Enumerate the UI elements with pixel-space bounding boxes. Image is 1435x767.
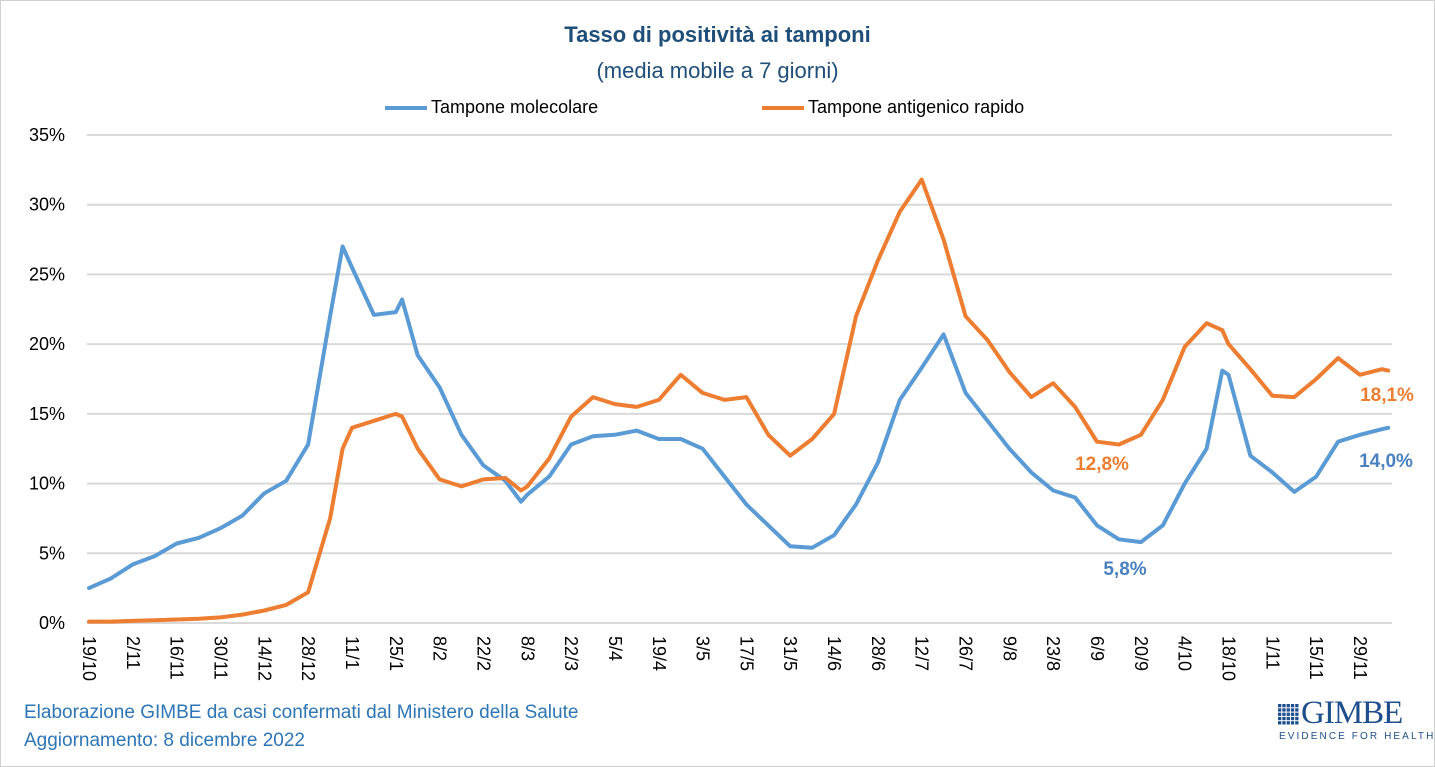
x-tick-label: 3/5 — [693, 636, 713, 661]
x-tick-label: 16/11 — [167, 636, 187, 680]
chart-title: Tasso di positività ai tamponi — [564, 22, 871, 47]
legend-label: Tampone molecolare — [431, 97, 599, 117]
y-tick-label: 10% — [29, 474, 65, 494]
x-tick-label: 15/11 — [1306, 636, 1326, 680]
logo-word: GIMBE — [1301, 695, 1403, 731]
y-tick-label: 35% — [29, 125, 65, 145]
x-tick-label: 30/11 — [210, 636, 230, 680]
x-tick-label: 14/6 — [824, 636, 844, 671]
x-tick-label: 6/9 — [1087, 636, 1107, 661]
x-tick-label: 31/5 — [780, 636, 800, 671]
x-tick-label: 22/2 — [473, 636, 493, 671]
x-tick-label: 14/12 — [254, 636, 274, 681]
logo-grid-icon — [1278, 704, 1299, 725]
y-tick-label: 25% — [29, 264, 65, 284]
legend-swatch-blue — [385, 105, 427, 110]
x-tick-label: 2/11 — [123, 636, 143, 670]
x-tick-label: 17/5 — [736, 636, 756, 671]
y-tick-label: 15% — [29, 404, 65, 424]
x-tick-label: 28/6 — [868, 636, 888, 671]
legend-item-antigenico: Tampone antigenico rapido — [762, 97, 1024, 118]
chart-subtitle: (media mobile a 7 giorni) — [596, 58, 839, 83]
legend-label: Tampone antigenico rapido — [808, 97, 1025, 117]
data-label: 12,8% — [1075, 454, 1129, 475]
x-tick-label: 11/1 — [342, 636, 362, 670]
y-tick-label: 20% — [29, 334, 65, 354]
logo-tagline: EVIDENCE FOR HEALTH — [1279, 731, 1435, 742]
x-tick-label: 1/11 — [1262, 636, 1282, 670]
update-note: Aggiornamento: 8 dicembre 2022 — [24, 730, 305, 751]
x-tick-label: 5/4 — [605, 636, 625, 661]
line-chart: 0% 5% 10% 15% 20% 25% 30% 35% 19/10 2/11 16/11 30/1… — [29, 125, 1414, 681]
x-tick-label: 25/1 — [386, 636, 406, 671]
x-tick-label: 28/12 — [298, 636, 318, 681]
x-tick-label: 19/10 — [79, 636, 99, 681]
x-tick-label: 8/3 — [517, 636, 537, 661]
legend-item-molecolare: Tampone molecolare — [385, 97, 598, 118]
x-tick-label: 12/7 — [912, 636, 932, 671]
x-tick-label: 22/3 — [561, 636, 581, 671]
x-tick-label: 23/8 — [1043, 636, 1063, 671]
x-tick-label: 4/10 — [1175, 636, 1195, 671]
x-tick-label: 29/11 — [1350, 636, 1370, 680]
x-tick-label: 20/9 — [1131, 636, 1151, 671]
x-tick-label: 9/8 — [999, 636, 1019, 661]
x-tick-label: 8/2 — [430, 636, 450, 661]
series-line-antigenico — [87, 177, 1391, 624]
y-tick-label: 5% — [39, 543, 65, 563]
source-note: Elaborazione GIMBE da casi confermati da… — [24, 702, 579, 723]
x-tick-label: 26/7 — [956, 636, 976, 671]
data-label: 18,1% — [1360, 385, 1414, 406]
y-tick-label: 30% — [29, 195, 65, 215]
legend-swatch-orange — [762, 105, 804, 110]
data-label: 14,0% — [1359, 451, 1413, 472]
x-tick-label: 19/4 — [649, 636, 669, 671]
data-label: 5,8% — [1103, 559, 1146, 580]
y-tick-label: 0% — [39, 613, 65, 633]
series-line-molecolare — [87, 244, 1391, 591]
x-tick-label: 18/10 — [1219, 636, 1239, 681]
